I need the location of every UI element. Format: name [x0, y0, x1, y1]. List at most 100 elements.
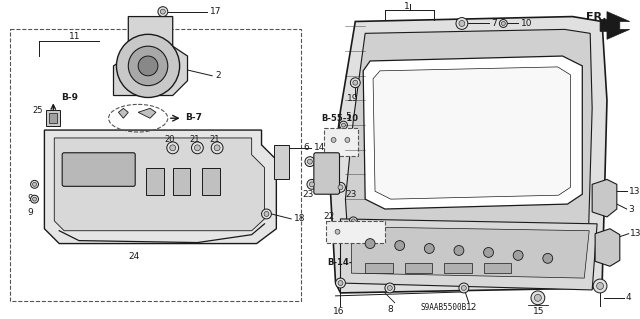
Bar — [49, 113, 57, 123]
Text: 19: 19 — [348, 94, 359, 103]
Circle shape — [395, 241, 404, 250]
Circle shape — [424, 244, 435, 253]
Text: 24: 24 — [128, 252, 140, 261]
Circle shape — [339, 121, 348, 129]
Polygon shape — [351, 227, 589, 278]
Circle shape — [262, 209, 271, 219]
Circle shape — [501, 21, 506, 26]
Polygon shape — [331, 17, 607, 293]
Text: 12: 12 — [466, 303, 477, 312]
Circle shape — [338, 281, 343, 286]
Text: 18: 18 — [294, 214, 306, 223]
Circle shape — [335, 229, 340, 234]
Bar — [146, 167, 164, 195]
Text: 2: 2 — [215, 71, 221, 80]
Circle shape — [353, 80, 358, 85]
Circle shape — [170, 145, 175, 151]
Text: B-55-10: B-55-10 — [322, 114, 359, 123]
Circle shape — [309, 182, 314, 187]
Circle shape — [264, 211, 269, 216]
Circle shape — [33, 182, 36, 186]
Circle shape — [214, 145, 220, 151]
Circle shape — [158, 7, 168, 17]
Circle shape — [351, 219, 355, 223]
Text: 7: 7 — [492, 19, 497, 28]
Text: 4: 4 — [626, 293, 631, 302]
Polygon shape — [113, 17, 188, 95]
Circle shape — [329, 135, 339, 145]
Circle shape — [211, 142, 223, 154]
Polygon shape — [373, 67, 570, 199]
Text: 11: 11 — [69, 32, 81, 41]
Circle shape — [349, 217, 357, 225]
Text: 8: 8 — [387, 305, 392, 314]
Circle shape — [531, 291, 545, 305]
Bar — [365, 263, 393, 273]
Circle shape — [534, 294, 541, 301]
Circle shape — [342, 135, 353, 145]
Text: 25: 25 — [33, 106, 43, 115]
Circle shape — [603, 241, 613, 250]
Circle shape — [307, 179, 317, 189]
Text: B-7: B-7 — [186, 113, 202, 122]
Text: 20: 20 — [164, 136, 175, 145]
Circle shape — [387, 286, 392, 290]
Polygon shape — [54, 138, 264, 231]
Text: 16: 16 — [333, 307, 344, 316]
Text: 21: 21 — [209, 136, 220, 145]
Circle shape — [331, 137, 336, 142]
Text: 14: 14 — [314, 143, 325, 152]
Bar — [46, 110, 60, 126]
Text: 23: 23 — [346, 190, 357, 199]
Polygon shape — [44, 130, 276, 244]
Circle shape — [543, 253, 553, 263]
Text: B-9: B-9 — [61, 93, 78, 102]
Circle shape — [385, 283, 395, 293]
Circle shape — [499, 19, 508, 27]
Circle shape — [161, 9, 165, 14]
Circle shape — [333, 227, 342, 237]
Circle shape — [459, 20, 465, 26]
Circle shape — [345, 137, 350, 142]
Circle shape — [305, 157, 315, 167]
Text: 9: 9 — [28, 194, 33, 203]
Circle shape — [31, 180, 38, 188]
Bar — [404, 263, 432, 273]
Bar — [275, 145, 289, 179]
Text: 13: 13 — [628, 187, 640, 196]
Circle shape — [365, 239, 375, 249]
Circle shape — [307, 159, 312, 164]
FancyBboxPatch shape — [314, 153, 339, 194]
Circle shape — [596, 283, 604, 289]
Circle shape — [459, 283, 468, 293]
Polygon shape — [118, 108, 128, 118]
Polygon shape — [363, 56, 582, 209]
Text: 23: 23 — [302, 190, 314, 199]
Text: 10: 10 — [521, 19, 532, 28]
Text: 6: 6 — [303, 143, 309, 152]
Text: 15: 15 — [533, 307, 545, 316]
Polygon shape — [592, 179, 617, 217]
Text: 21: 21 — [189, 136, 200, 145]
Circle shape — [33, 197, 36, 201]
Circle shape — [350, 78, 360, 88]
Circle shape — [342, 123, 346, 127]
Text: 5: 5 — [346, 112, 351, 121]
Circle shape — [167, 142, 179, 154]
Circle shape — [605, 243, 611, 248]
Text: FR.: FR. — [586, 11, 607, 22]
Polygon shape — [340, 219, 597, 290]
Circle shape — [128, 46, 168, 85]
Bar — [202, 167, 220, 195]
Polygon shape — [346, 29, 592, 280]
Circle shape — [338, 185, 343, 190]
Text: 22: 22 — [324, 212, 335, 221]
Circle shape — [116, 34, 180, 98]
Circle shape — [335, 182, 346, 192]
Circle shape — [138, 56, 158, 76]
Bar — [484, 263, 511, 273]
Circle shape — [191, 142, 204, 154]
FancyBboxPatch shape — [324, 128, 358, 156]
Text: 9: 9 — [28, 208, 33, 218]
FancyBboxPatch shape — [62, 153, 135, 186]
